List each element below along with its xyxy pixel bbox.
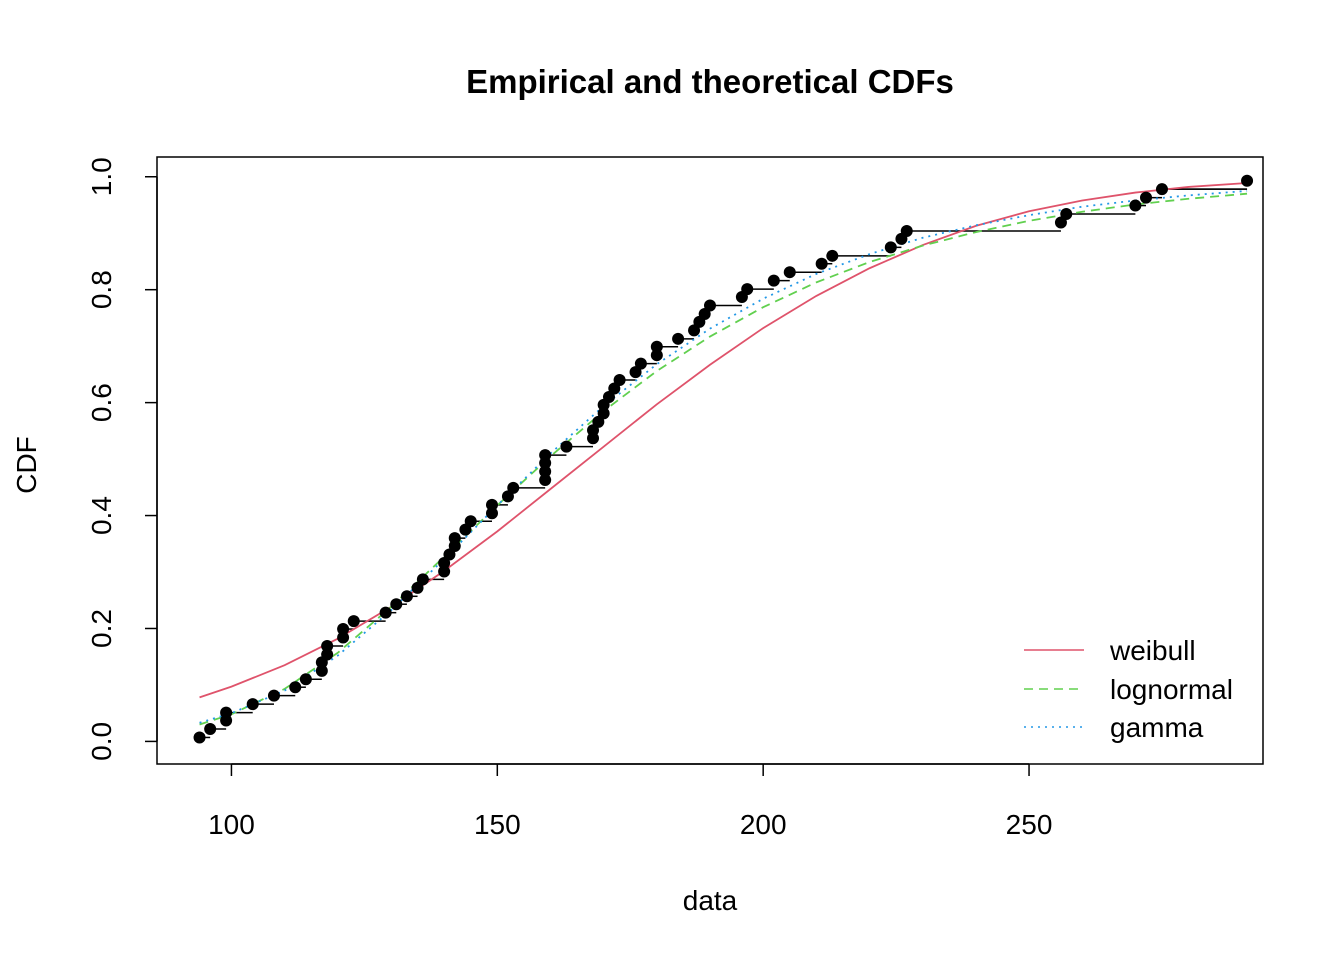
empirical-steps — [199, 188, 1248, 739]
empirical-point — [741, 283, 754, 296]
series-lines — [199, 182, 1248, 726]
chart-title: Empirical and theoretical CDFs — [466, 63, 954, 100]
empirical-point — [560, 440, 573, 453]
series-line-lognormal — [199, 192, 1248, 726]
empirical-point — [464, 515, 477, 528]
empirical-point — [650, 349, 663, 362]
x-tick-label: 150 — [474, 809, 521, 840]
x-tick-label: 250 — [1006, 809, 1053, 840]
x-axis-label: data — [683, 885, 738, 916]
y-tick-label: 0.4 — [86, 496, 117, 535]
y-axis-label: CDF — [11, 436, 42, 494]
x-axis: 100 150 200 250 — [208, 763, 1053, 840]
empirical-point — [507, 481, 520, 494]
empirical-point — [826, 249, 839, 262]
empirical-point — [1140, 191, 1153, 204]
empirical-point — [193, 731, 206, 744]
empirical-point — [900, 224, 913, 237]
legend-label-lognormal: lognormal — [1110, 674, 1233, 705]
empirical-point — [1155, 183, 1168, 196]
empirical-point — [767, 274, 780, 287]
empirical-point — [539, 473, 552, 486]
y-tick-label: 0.8 — [86, 270, 117, 309]
empirical-point — [267, 689, 280, 702]
empirical-point — [884, 241, 897, 254]
empirical-point — [1060, 208, 1073, 221]
y-tick-label: 0.2 — [86, 609, 117, 648]
empirical-point — [315, 664, 328, 677]
empirical-point — [299, 673, 312, 686]
empirical-point — [438, 565, 451, 578]
x-tick-label: 100 — [208, 809, 255, 840]
empirical-point — [416, 573, 429, 586]
series-line-gamma — [199, 189, 1248, 724]
empirical-point — [246, 698, 259, 711]
empirical-point — [485, 498, 498, 511]
y-axis: 0.0 0.2 0.4 0.6 0.8 1.0 — [86, 157, 158, 761]
empirical-point — [783, 266, 796, 279]
empirical-point — [204, 722, 217, 735]
empirical-point — [321, 639, 334, 652]
legend: weibull lognormal gamma — [1024, 635, 1233, 743]
empirical-point — [704, 299, 716, 312]
empirical-point — [485, 507, 498, 520]
x-tick-label: 200 — [740, 809, 787, 840]
y-tick-label: 0.6 — [86, 383, 117, 422]
empirical-point — [613, 374, 626, 387]
empirical-point — [347, 615, 360, 628]
empirical-points — [193, 174, 1254, 744]
series-line-weibull — [199, 182, 1248, 699]
empirical-point — [337, 623, 350, 636]
empirical-point — [815, 257, 828, 270]
y-tick-label: 1.0 — [86, 157, 117, 196]
empirical-point — [650, 340, 663, 353]
empirical-point — [672, 332, 685, 345]
empirical-point — [1129, 199, 1142, 212]
empirical-point — [289, 681, 302, 694]
empirical-point — [321, 648, 334, 661]
empirical-point — [390, 598, 403, 611]
empirical-point — [597, 407, 610, 420]
empirical-point — [539, 449, 552, 462]
empirical-point — [379, 606, 392, 619]
legend-label-gamma: gamma — [1110, 712, 1204, 743]
empirical-point — [220, 706, 233, 719]
empirical-point — [1241, 174, 1254, 187]
y-tick-label: 0.0 — [86, 722, 117, 761]
empirical-point — [634, 357, 647, 370]
empirical-point — [448, 532, 461, 545]
empirical-point — [400, 590, 413, 603]
empirical-point — [337, 631, 350, 644]
empirical-point — [539, 465, 552, 478]
legend-label-weibull: weibull — [1109, 635, 1196, 666]
